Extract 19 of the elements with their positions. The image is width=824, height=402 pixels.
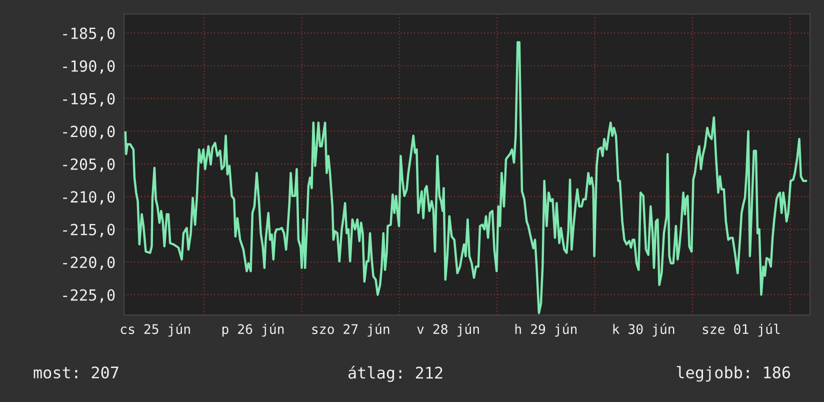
x-tick-label: szo 27 jún — [312, 323, 390, 337]
y-tick-label: -210,0 — [63, 191, 115, 205]
y-tick-label: -215,0 — [63, 224, 115, 238]
y-tick-label: -220,0 — [63, 256, 115, 270]
y-tick-label: -200,0 — [63, 126, 115, 140]
x-tick-label: h 29 jún — [515, 323, 577, 337]
text: most: 207 — [34, 366, 118, 379]
x-tick-label: cs 25 jún — [120, 323, 190, 337]
y-tick-label: -225,0 — [63, 289, 115, 303]
y-tick-label: -190,0 — [63, 60, 115, 74]
text: átlag: 212 — [348, 366, 442, 382]
y-tick-label: -185,0 — [63, 28, 115, 42]
x-tick-label: p 26 jún — [222, 323, 284, 337]
y-tick-label: -195,0 — [63, 92, 115, 106]
x-tick-label: k 30 jún — [613, 323, 674, 337]
text: legjobb: 186 — [676, 366, 790, 382]
x-tick-label: v 28 jún — [417, 323, 479, 337]
x-tick-label: sze 01 júl — [702, 323, 780, 337]
y-tick-label: -205,0 — [63, 158, 115, 172]
